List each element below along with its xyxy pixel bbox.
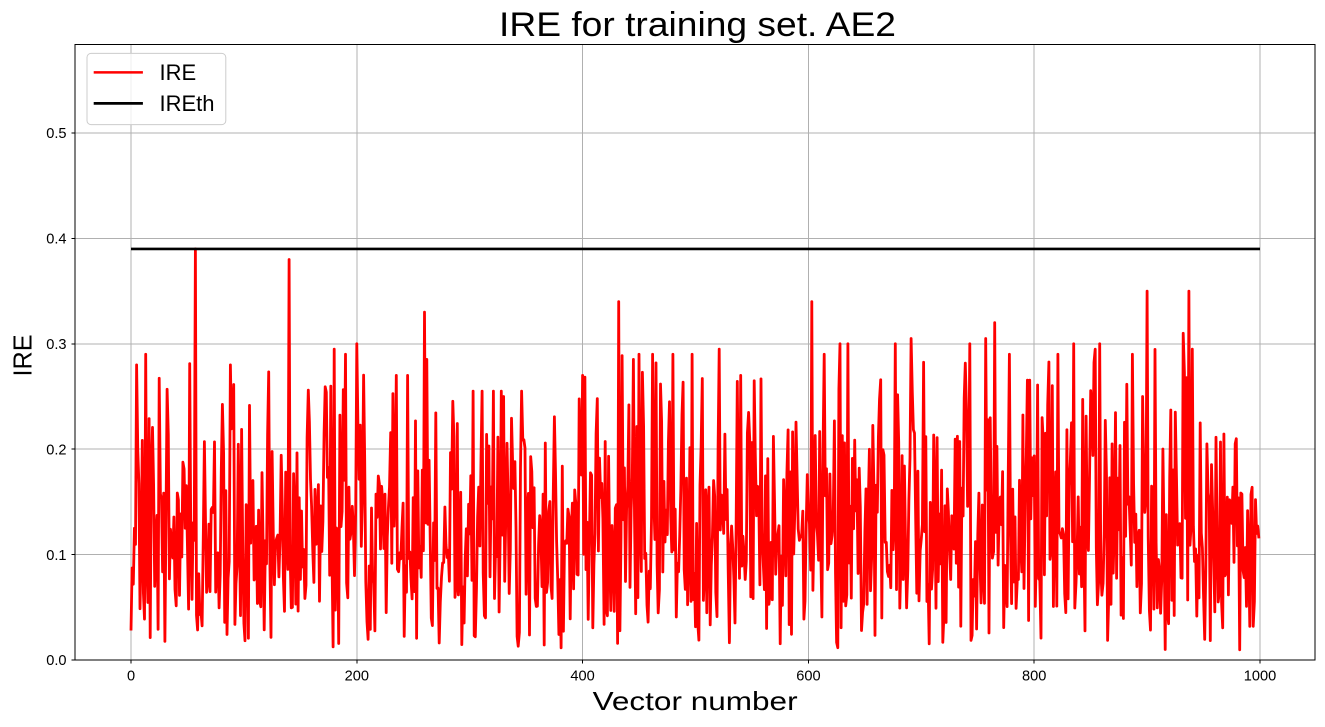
svg-text:800: 800 xyxy=(1022,669,1046,685)
svg-text:0.0: 0.0 xyxy=(46,653,66,669)
svg-text:200: 200 xyxy=(345,669,369,685)
svg-text:IREth: IREth xyxy=(160,91,215,116)
svg-text:0.1: 0.1 xyxy=(46,548,66,564)
svg-text:0: 0 xyxy=(127,669,135,685)
svg-text:400: 400 xyxy=(570,669,594,685)
svg-text:IRE for training set. AE2: IRE for training set. AE2 xyxy=(499,6,896,44)
svg-text:Vector number: Vector number xyxy=(593,688,799,716)
svg-text:0.5: 0.5 xyxy=(46,126,66,142)
svg-text:600: 600 xyxy=(796,669,820,685)
svg-text:1000: 1000 xyxy=(1244,669,1276,685)
svg-text:0.2: 0.2 xyxy=(46,442,66,458)
svg-text:0.4: 0.4 xyxy=(46,232,66,248)
svg-text:IRE: IRE xyxy=(10,335,38,377)
svg-text:0.3: 0.3 xyxy=(46,337,66,353)
svg-text:IRE: IRE xyxy=(160,60,197,85)
